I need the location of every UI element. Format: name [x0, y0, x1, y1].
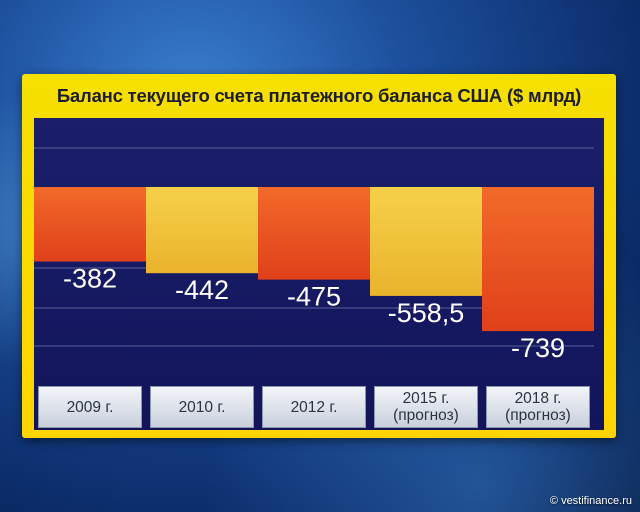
chart-title: Баланс текущего счета платежного баланса…	[56, 85, 582, 106]
data-label-3: -558,5	[388, 298, 465, 328]
data-label-4: -739	[511, 333, 565, 363]
bar-3	[370, 187, 482, 296]
x-tick-label-3: 2015 г. (прогноз)	[374, 386, 478, 428]
bar-2	[258, 187, 370, 280]
x-tick-label-0: 2009 г.	[38, 386, 142, 428]
watermark: © vestifinance.ru	[549, 495, 632, 507]
data-label-1: -442	[175, 275, 229, 305]
x-tick-label-1: 2010 г.	[150, 386, 254, 428]
x-tick-label-4: 2018 г. (прогноз)	[486, 386, 590, 428]
x-tick-label-2: 2012 г.	[262, 386, 366, 428]
bar-1	[146, 187, 258, 274]
bar-4	[482, 187, 594, 332]
data-label-0: -382	[63, 264, 117, 294]
data-label-2: -475	[287, 282, 341, 312]
bar-0	[34, 187, 146, 262]
